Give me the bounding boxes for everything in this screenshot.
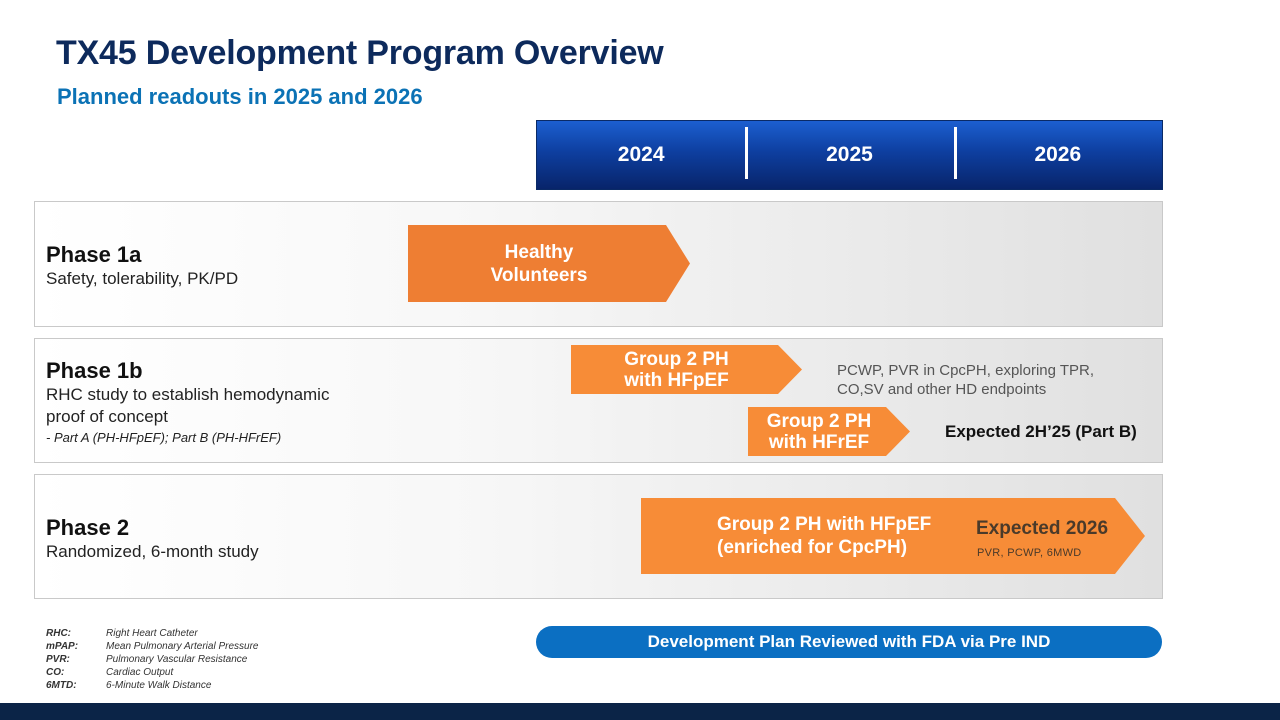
abbreviation-row: CO: Cardiac Output [46, 666, 258, 679]
abbreviation-row: 6MTD: 6-Minute Walk Distance [46, 679, 258, 692]
phase-1b-endpoints: PCWP, PVR in CpcPH, exploring TPR, CO,SV… [837, 361, 1137, 399]
slide-subtitle: Planned readouts in 2025 and 2026 [57, 84, 423, 109]
phase-2-arrow-label: Group 2 PH with HFpEF (enriched for CpcP… [717, 513, 931, 559]
phase-1b-description-line: RHC study to establish hemodynamic [46, 385, 330, 404]
phase-1b-note: - Part A (PH-HFpEF); Part B (PH-HFrEF) [46, 430, 282, 445]
healthy-volunteers-arrow: Healthy Volunteers [408, 225, 690, 302]
hfref-arrow: Group 2 PH with HFrEF [748, 407, 910, 456]
abbreviation-value: Mean Pulmonary Arterial Pressure [106, 641, 259, 652]
year-2024: 2024 [617, 143, 665, 166]
abbreviation-value: Right Heart Catheter [106, 628, 198, 639]
arrow-label-line: Group 2 PH [766, 410, 872, 432]
phase-2-expected-endpoints: PVR, PCWP, 6MWD [977, 547, 1082, 559]
abbreviation-key: RHC: [46, 628, 71, 639]
abbreviation-row: mPAP: Mean Pulmonary Arterial Pressure [46, 640, 258, 653]
phase-2-arrow: Group 2 PH with HFpEF (enriched for CpcP… [641, 498, 1145, 574]
arrow-label-line: with HFrEF [768, 431, 870, 453]
phase-1a-description: Safety, tolerability, PK/PD [46, 269, 239, 288]
hfpef-arrow: Group 2 PH with HFpEF [571, 345, 802, 394]
phase-1b-name: Phase 1b [46, 358, 143, 383]
abbreviation-row: RHC: Right Heart Catheter [46, 627, 258, 640]
abbreviation-value: Pulmonary Vascular Resistance [106, 654, 248, 665]
year-timeline-header: 2024 2025 2026 [536, 120, 1163, 190]
arrow-label-line: Group 2 PH [624, 348, 729, 370]
phase-2-name: Phase 2 [46, 515, 130, 540]
footer-bar [0, 703, 1280, 720]
phase-1b-expected: Expected 2H’25 (Part B) [945, 422, 1137, 441]
endpoint-line: PCWP, PVR in CpcPH, exploring TPR, [837, 362, 1095, 379]
arrow-label-line: (enriched for CpcPH) [717, 537, 908, 558]
endpoint-line: CO,SV and other HD endpoints [837, 381, 1047, 398]
year-2026: 2026 [953, 121, 1162, 189]
slide-title: TX45 Development Program Overview [56, 34, 664, 72]
phase-2-expected: Expected 2026 [976, 518, 1109, 539]
arrow-label-line: with HFpEF [624, 369, 729, 391]
abbreviation-key: 6MTD: [46, 680, 77, 691]
phase-2-description: Randomized, 6-month study [46, 542, 259, 561]
phase-1a-name: Phase 1a [46, 242, 142, 267]
year-2025: 2025 [745, 121, 953, 189]
abbreviation-legend: RHC: Right Heart Catheter mPAP: Mean Pul… [46, 627, 258, 692]
phase-1b-description: RHC study to establish hemodynamic proof… [46, 384, 329, 428]
abbreviation-key: CO: [46, 667, 65, 678]
abbreviation-row: PVR: Pulmonary Vascular Resistance [46, 653, 258, 666]
arrow-label-line: Group 2 PH with HFpEF [717, 514, 932, 535]
abbreviation-value: 6-Minute Walk Distance [106, 680, 212, 691]
phase-1b-description-line: proof of concept [46, 407, 168, 426]
abbreviation-key: PVR: [46, 654, 70, 665]
fda-review-banner: Development Plan Reviewed with FDA via P… [536, 626, 1162, 658]
abbreviation-key: mPAP: [46, 641, 79, 652]
arrow-label-line: Volunteers [490, 264, 588, 286]
arrow-label-line: Healthy [504, 241, 574, 263]
abbreviation-value: Cardiac Output [106, 667, 174, 678]
